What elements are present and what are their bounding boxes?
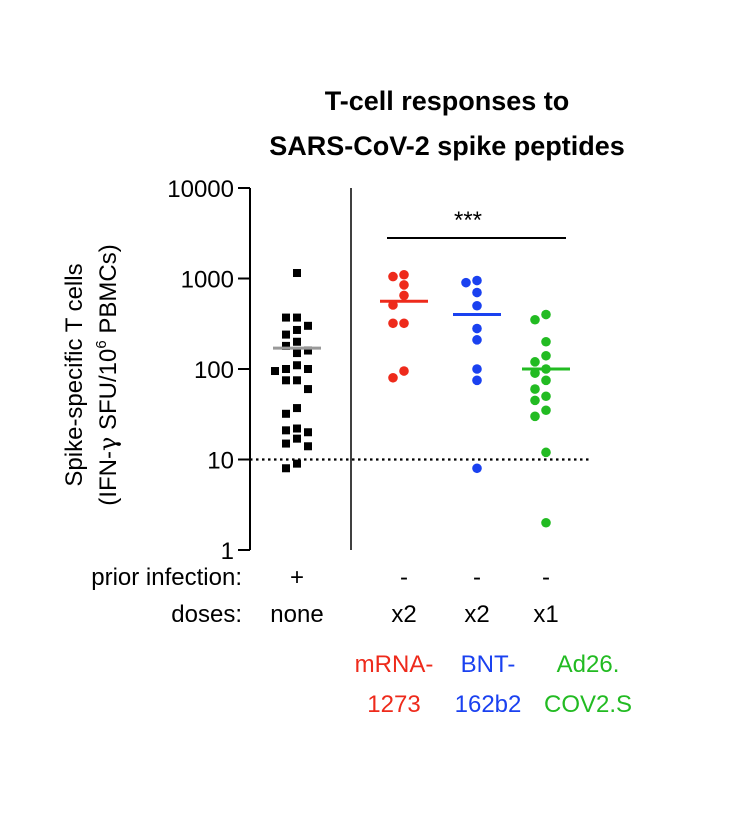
- vaccine-name-line-1: Ad26.: [557, 651, 620, 678]
- prior-infection-value: +: [290, 564, 304, 591]
- data-point-circle: [541, 405, 551, 416]
- data-point-square: [304, 365, 312, 373]
- data-point-circle: [461, 277, 471, 288]
- prior-infection-value: -: [542, 564, 550, 591]
- data-point-circle: [530, 357, 540, 367]
- data-point-circle: [541, 447, 551, 458]
- data-point-square: [282, 464, 290, 473]
- data-point-square: [293, 349, 301, 358]
- data-point-circle: [472, 335, 482, 345]
- y-tick-label: 1000: [181, 267, 234, 294]
- vaccine-name-line-2: 162b2: [455, 691, 522, 718]
- doses-value: x1: [533, 601, 558, 628]
- row-label-doses: doses:: [171, 601, 242, 628]
- doses-value: none: [270, 601, 323, 628]
- data-point-square: [304, 385, 312, 394]
- data-point-circle: [472, 463, 482, 474]
- y-tick-label: 1: [221, 538, 234, 565]
- data-point-circle: [388, 318, 398, 329]
- data-point-circle: [541, 336, 551, 347]
- data-point-square: [293, 313, 301, 322]
- data-point-square: [293, 269, 301, 278]
- data-point-square: [282, 330, 290, 339]
- vaccine-name-line-2: COV2.S: [544, 691, 632, 718]
- data-point-circle: [472, 300, 482, 311]
- data-point-circle: [399, 280, 409, 290]
- data-point-square: [282, 376, 290, 385]
- data-point-square: [282, 341, 290, 350]
- data-point-circle: [472, 323, 482, 334]
- data-point-square: [304, 428, 312, 437]
- data-point-circle: [541, 517, 551, 528]
- data-point-circle: [399, 269, 409, 280]
- data-point-square: [304, 321, 312, 330]
- data-point-circle: [530, 395, 540, 406]
- doses-value: x2: [464, 601, 489, 628]
- data-point-circle: [472, 364, 482, 374]
- data-point-circle: [472, 287, 482, 298]
- y-tick-label: 100: [194, 357, 234, 384]
- data-point-circle: [399, 290, 409, 301]
- data-point-square: [293, 459, 301, 468]
- data-point-square: [282, 439, 290, 448]
- data-point-square: [282, 313, 290, 322]
- data-point-circle: [399, 318, 409, 329]
- prior-infection-value: -: [473, 564, 481, 591]
- data-point-circle: [541, 391, 551, 402]
- data-point-square: [304, 346, 312, 355]
- chart-title-line-1: T-cell responses to: [325, 86, 570, 116]
- vaccine-name-line-1: mRNA-: [355, 651, 434, 678]
- vaccine-name-line-1: BNT-: [461, 651, 516, 678]
- row-label-prior-infection: prior infection:: [91, 564, 242, 591]
- data-point-square: [293, 325, 301, 334]
- chart-title-line-2: SARS-CoV-2 spike peptides: [269, 131, 625, 161]
- data-point-square: [293, 361, 301, 370]
- data-point-square: [293, 404, 301, 413]
- data-point-circle: [472, 375, 482, 386]
- data-point-square: [293, 337, 301, 346]
- y-tick-label: 10: [207, 448, 234, 475]
- data-point-square: [293, 424, 301, 433]
- y-tick-label: 10000: [167, 176, 234, 203]
- data-point-circle: [530, 384, 540, 394]
- data-point-square: [293, 434, 301, 443]
- doses-value: x2: [391, 601, 416, 628]
- data-point-square: [304, 442, 312, 451]
- data-point-square: [271, 367, 279, 376]
- data-point-circle: [530, 368, 540, 378]
- data-point-circle: [541, 350, 551, 361]
- data-point-circle: [530, 314, 540, 325]
- data-point-square: [282, 365, 290, 373]
- data-point-circle: [388, 271, 398, 282]
- data-point-square: [282, 426, 290, 435]
- data-point-circle: [541, 309, 551, 320]
- data-point-circle: [530, 411, 540, 422]
- data-point-circle: [472, 275, 482, 286]
- data-point-square: [293, 376, 301, 385]
- data-point-square: [282, 409, 290, 418]
- data-point-circle: [388, 372, 398, 383]
- y-axis-label-line-2: (IFN-γ SFU/106 PBMCs): [93, 244, 122, 505]
- prior-infection-value: -: [400, 564, 408, 591]
- data-point-circle: [541, 375, 551, 386]
- vaccine-name-line-2: 1273: [367, 691, 420, 718]
- data-point-circle: [399, 366, 409, 376]
- y-axis-label-line-1: Spike-specific T cells: [61, 263, 88, 486]
- significance-label: ***: [454, 207, 482, 234]
